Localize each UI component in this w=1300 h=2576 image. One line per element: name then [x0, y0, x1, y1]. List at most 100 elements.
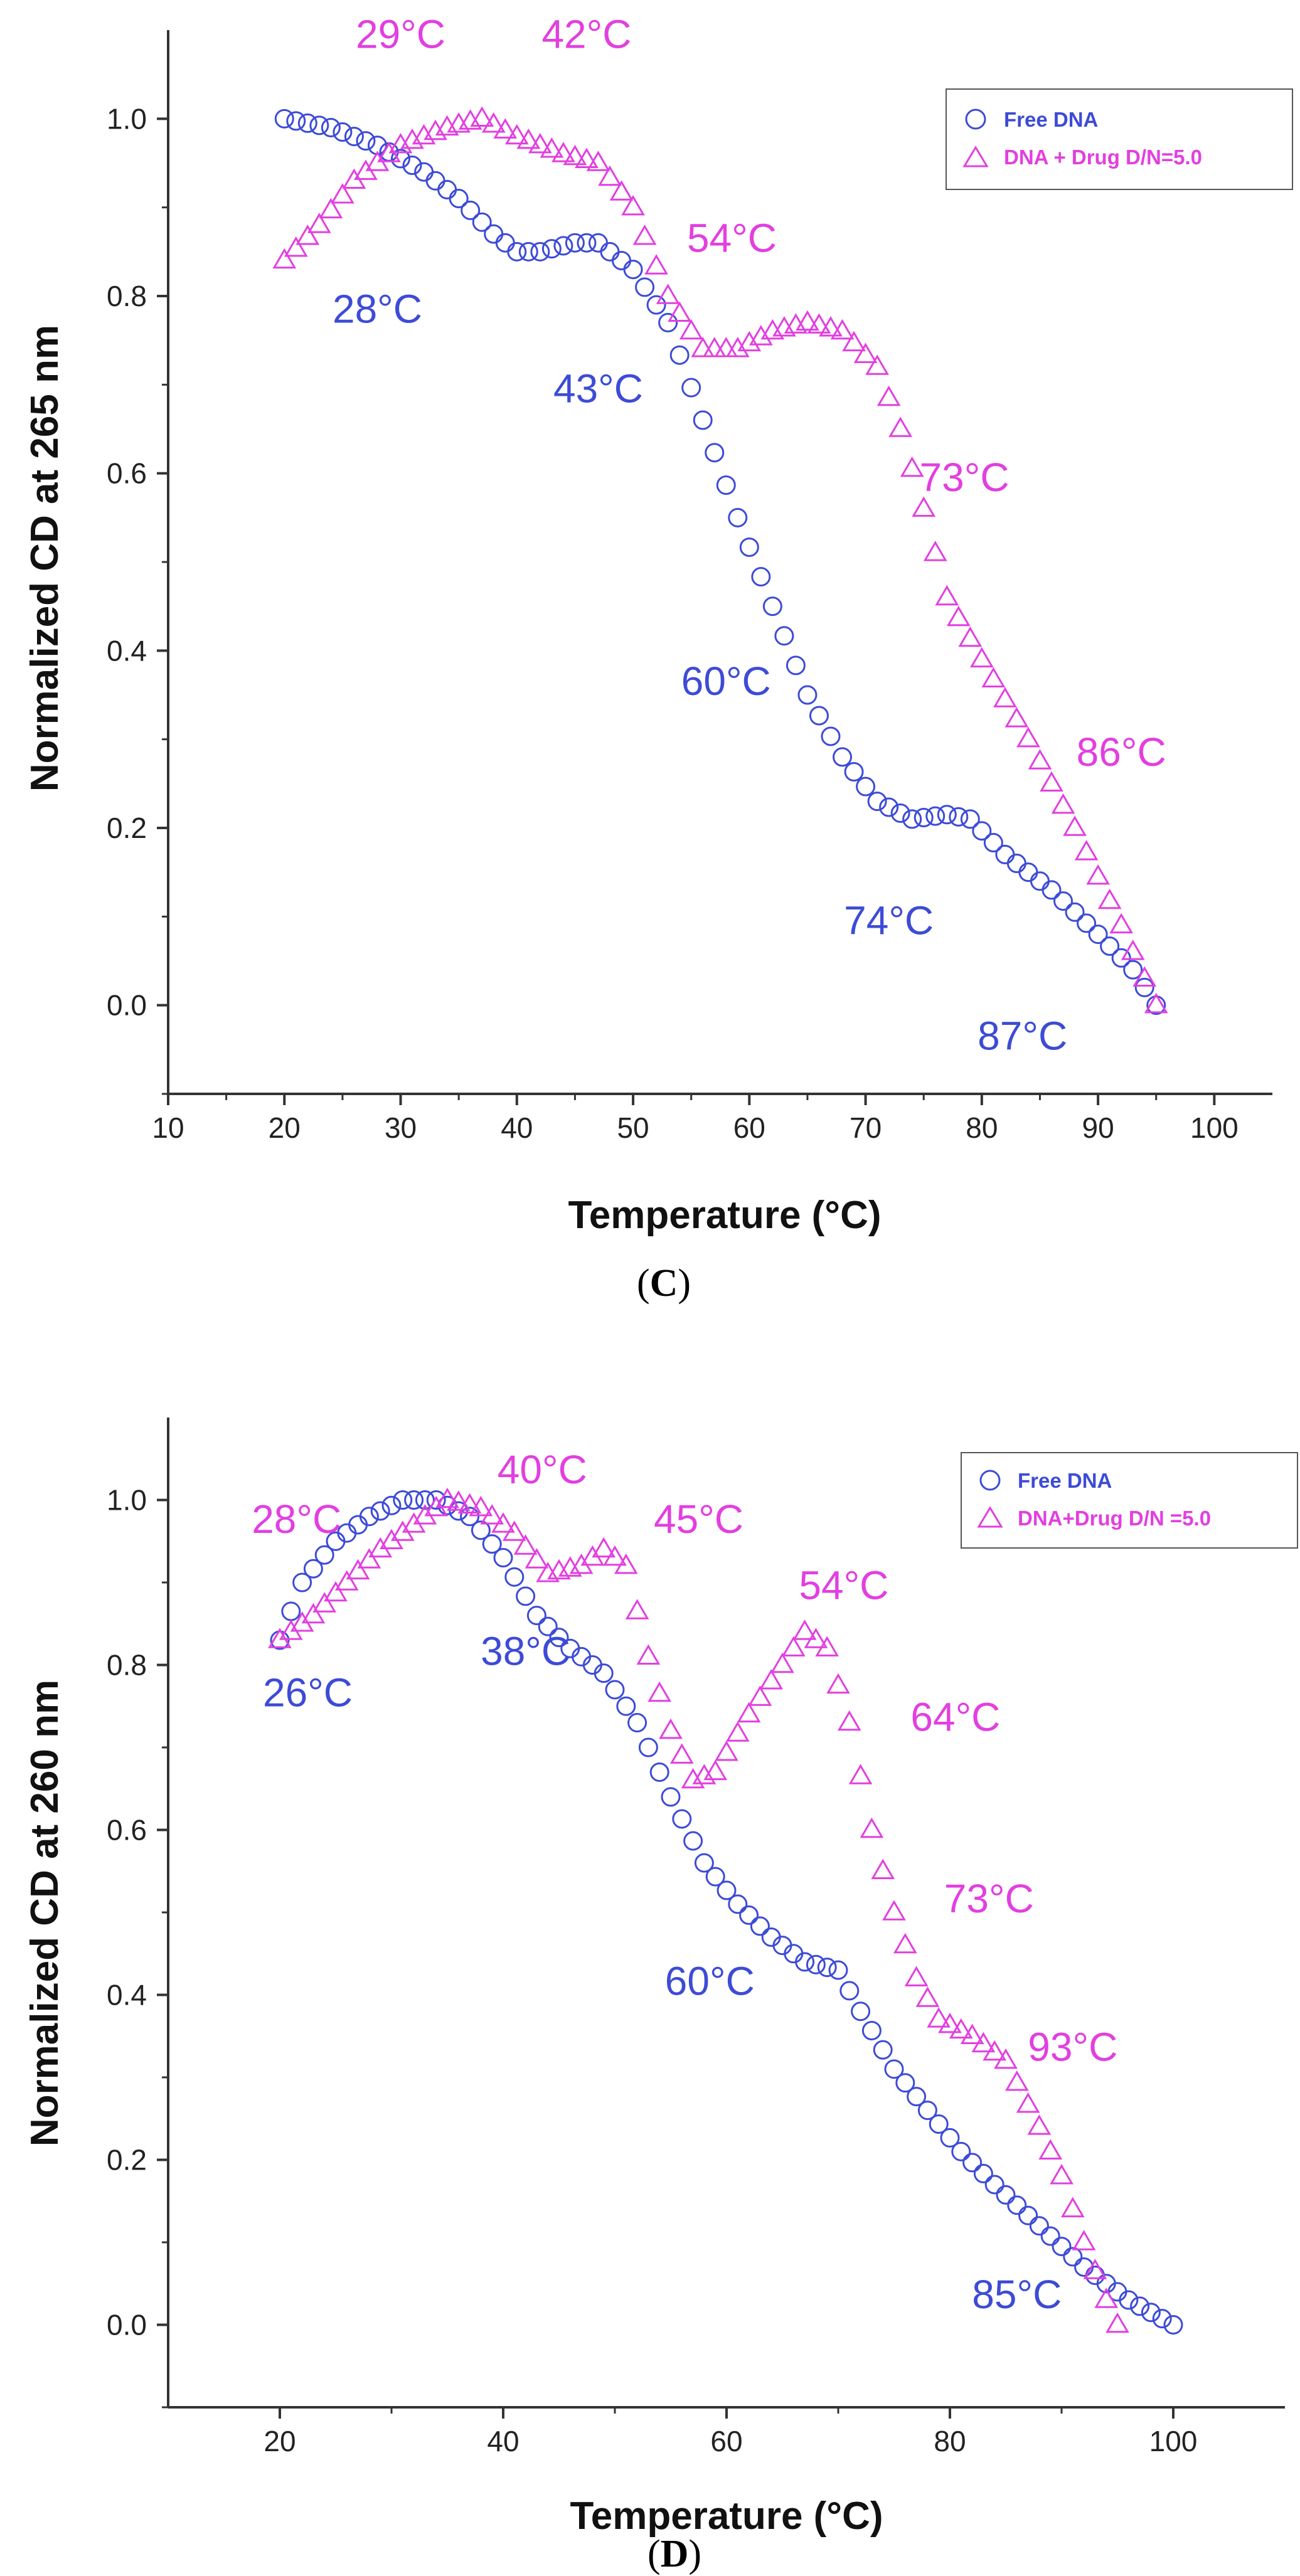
- free-dna-point-d: [1130, 2296, 1150, 2316]
- dna-drug-point-c: [1109, 913, 1134, 934]
- dna-drug-point-d: [781, 1636, 806, 1656]
- free-dna-point-d: [873, 2040, 893, 2060]
- free-dna-point-d: [1141, 2303, 1161, 2323]
- dna-drug-point-c: [923, 541, 947, 561]
- dna-drug-point-d: [960, 2023, 984, 2044]
- dna-drug-point-d: [1060, 2197, 1085, 2218]
- dna-drug-point-d: [636, 1644, 661, 1665]
- free-dna-point-c: [274, 109, 294, 129]
- dna-drug-point-c: [853, 342, 878, 363]
- dna-drug-point-c: [400, 128, 424, 149]
- free-dna-point-c: [437, 179, 457, 199]
- dna-drug-point-c: [981, 667, 1006, 687]
- dna-drug-point-d: [312, 1592, 337, 1613]
- free-dna-point-d: [549, 1628, 569, 1648]
- free-dna-point-c: [774, 626, 794, 646]
- free-dna-point-c: [472, 212, 492, 232]
- dna-drug-point-d: [848, 1764, 873, 1784]
- free-dna-point-c: [518, 241, 538, 262]
- temperature-annotation-d: 60°C: [665, 1959, 755, 2004]
- free-dna-point-c: [995, 844, 1015, 864]
- free-dna-point-c: [856, 777, 876, 797]
- dna-drug-point-c: [807, 313, 831, 334]
- free-dna-point-d: [1052, 2237, 1072, 2257]
- y-tick-label-d: 1.0: [107, 1484, 147, 1517]
- free-dna-point-c: [321, 117, 341, 137]
- free-dna-point-d: [739, 1905, 759, 1925]
- dna-drug-point-c: [912, 496, 936, 517]
- free-dna-point-c: [821, 726, 841, 746]
- legend-marker-free-dna: [965, 109, 986, 130]
- free-dna-point-c: [669, 345, 690, 365]
- dna-drug-point-c: [668, 301, 692, 322]
- temperature-annotation-c: 43°C: [553, 366, 643, 411]
- legend-d: Free DNA DNA+Drug D/N =5.0: [961, 1452, 1298, 1549]
- free-dna-point-c: [1006, 854, 1026, 874]
- temperature-annotation-d: 73°C: [944, 1876, 1034, 1921]
- free-dna-point-c: [1065, 902, 1085, 922]
- free-dna-point-c: [867, 792, 887, 812]
- dna-drug-point-d: [826, 1673, 850, 1694]
- dna-drug-point-c: [493, 118, 518, 139]
- free-dna-point-d: [717, 1880, 737, 1900]
- dna-drug-point-d: [759, 1669, 784, 1690]
- x-tick-label-c: 60: [733, 1111, 765, 1144]
- legend-c: Free DNA DNA + Drug D/N=5.0: [946, 88, 1293, 190]
- dna-drug-point-c: [412, 124, 436, 145]
- dna-drug-point-d: [669, 1743, 694, 1764]
- x-tick-label-d: 60: [710, 2425, 742, 2457]
- free-dna-point-d: [516, 1586, 536, 1606]
- free-dna-point-d: [1029, 2216, 1049, 2236]
- x-tick-label-c: 50: [617, 1111, 649, 1144]
- free-dna-point-c: [1042, 880, 1062, 900]
- free-dna-point-c: [786, 655, 806, 676]
- free-dna-point-c: [600, 241, 620, 262]
- dna-drug-point-c: [632, 224, 657, 245]
- dna-drug-point-c: [470, 106, 494, 127]
- dna-drug-point-c: [1074, 840, 1099, 861]
- temperature-annotation-d: 40°C: [498, 1447, 587, 1492]
- dna-drug-point-d: [614, 1553, 638, 1574]
- free-dna-point-d: [940, 2128, 960, 2148]
- legend-marker-dna-drug: [977, 1506, 1003, 1528]
- free-dna-point-c: [577, 233, 597, 253]
- dna-drug-point-c: [388, 132, 413, 154]
- free-dna-point-d: [851, 2001, 871, 2022]
- free-dna-point-d: [973, 2163, 993, 2183]
- free-dna-point-c: [333, 122, 353, 142]
- free-dna-point-c: [495, 233, 515, 253]
- chart-panel-c: 10 20 30 40 50 60 70 80 90 1000.00.20.40.60.81.0 …: [23, 11, 1293, 1305]
- free-dna-point-d: [281, 1601, 301, 1621]
- dna-drug-point-c: [737, 331, 762, 352]
- free-dna-point-c: [937, 805, 957, 825]
- free-dna-point-c: [658, 312, 678, 332]
- dna-drug-point-c: [528, 132, 552, 154]
- dna-drug-point-d: [837, 1710, 861, 1731]
- dna-drug-point-d: [301, 1603, 326, 1624]
- dna-drug-point-c: [1063, 815, 1087, 836]
- dna-drug-point-d: [692, 1764, 717, 1784]
- free-dna-point-d: [1152, 2309, 1172, 2329]
- free-dna-point-d: [929, 2114, 949, 2134]
- free-dna-point-d: [817, 1958, 837, 1978]
- free-dna-point-c: [879, 797, 899, 817]
- free-dna-point-d: [806, 1954, 826, 1974]
- temperature-annotation-d: 93°C: [1028, 2025, 1117, 2070]
- free-dna-point-c: [1018, 862, 1038, 883]
- panel-letter-d: D: [661, 2533, 689, 2575]
- dna-drug-point-d: [715, 1740, 738, 1761]
- dna-drug-point-c: [958, 626, 983, 647]
- dna-drug-point-d: [737, 1702, 761, 1723]
- dna-drug-point-d: [446, 1490, 471, 1511]
- free-dna-point-c: [484, 224, 504, 244]
- free-dna-point-c: [1123, 960, 1143, 980]
- y-tick-label-d: 0.4: [107, 1979, 147, 2012]
- free-dna-point-d: [526, 1606, 546, 1626]
- dna-drug-point-c: [679, 319, 703, 340]
- free-dna-point-d: [426, 1490, 446, 1510]
- dna-drug-point-c: [575, 147, 599, 168]
- x-tick-label-c: 70: [850, 1111, 882, 1144]
- temperature-annotation-d: 54°C: [799, 1562, 888, 1608]
- dna-drug-point-c: [1051, 793, 1075, 814]
- free-dna-point-c: [890, 803, 910, 823]
